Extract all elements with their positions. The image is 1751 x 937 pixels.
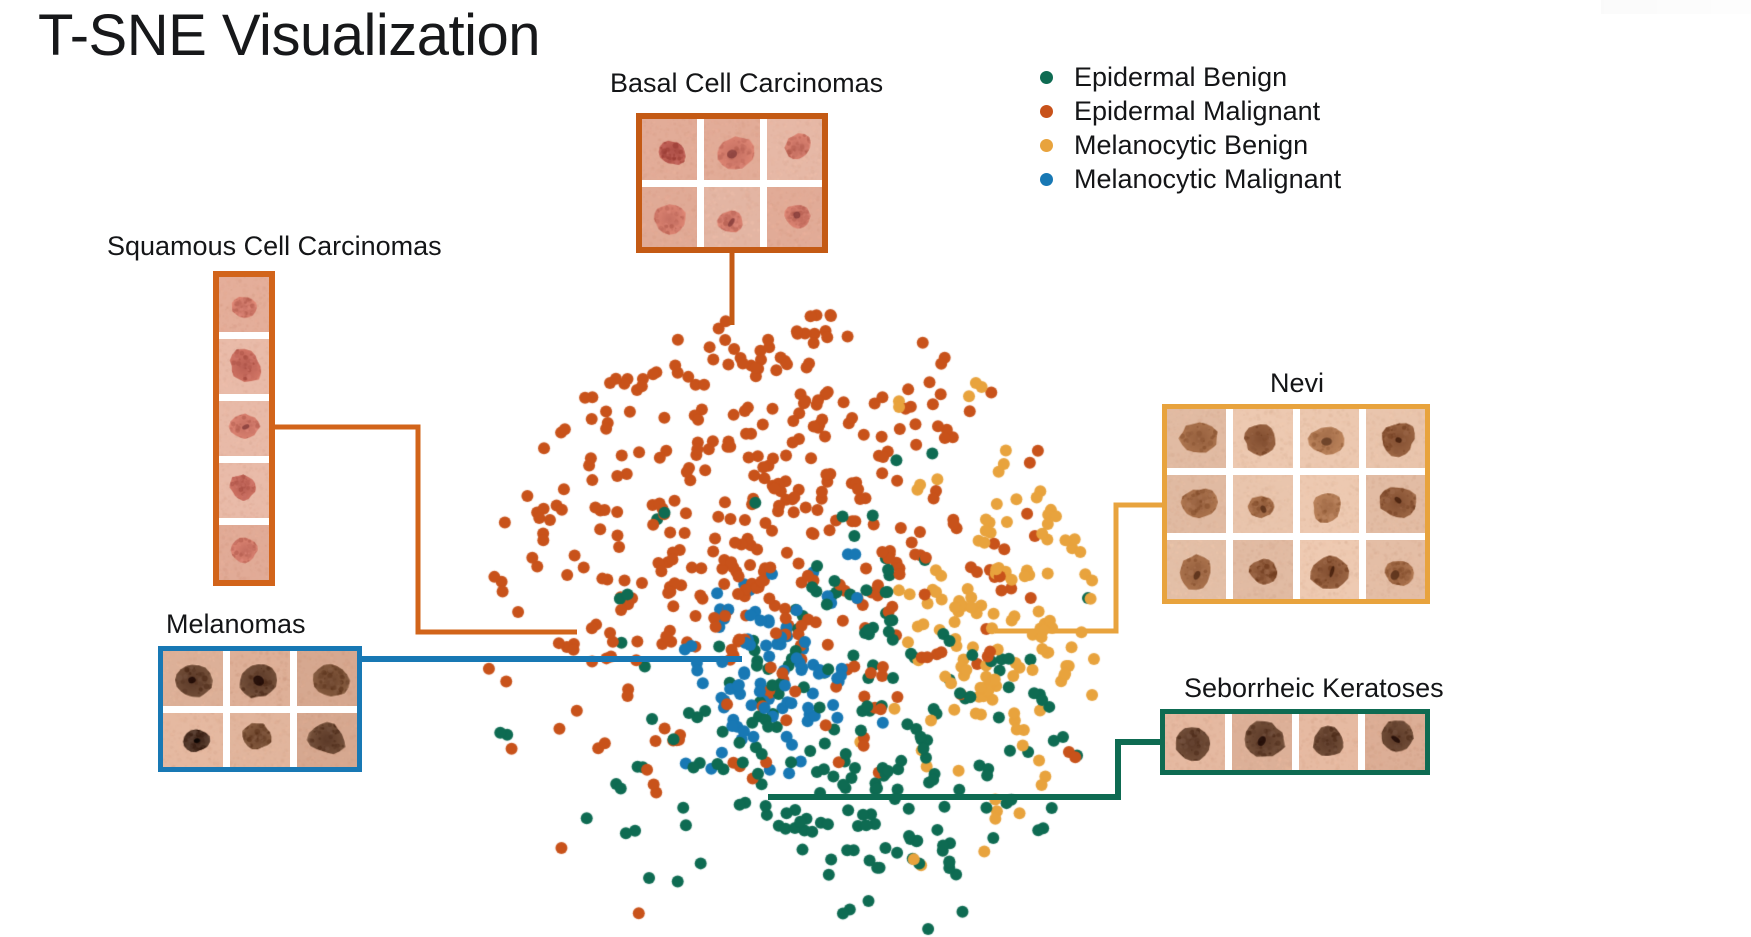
legend: Epidermal Benign Epidermal Malignant Mel…	[1040, 60, 1341, 196]
legend-item-epidermal-malignant[interactable]: Epidermal Malignant	[1040, 94, 1341, 128]
legend-swatch-icon	[1040, 104, 1053, 118]
legend-swatch-icon	[1040, 172, 1053, 186]
legend-item-label: Melanocytic Malignant	[1074, 163, 1342, 194]
thumbnail-image	[1165, 714, 1225, 770]
thumbnail-image	[1233, 474, 1293, 534]
connector-squamous-cell-carcinomas	[275, 424, 577, 635]
thumbnail-image	[1167, 474, 1227, 534]
thumbnail-image	[1365, 540, 1425, 599]
legend-swatch-icon	[1040, 138, 1053, 152]
thumbnail-image	[1299, 409, 1359, 468]
legend-item-label: Epidermal Benign	[1074, 61, 1288, 92]
thumbnail-image	[219, 463, 269, 518]
thumbnail-grid	[642, 119, 822, 247]
callout-thumbnails-basal-cell-carcinomas[interactable]	[636, 113, 828, 253]
connector-nevi	[995, 502, 1162, 634]
thumbnail-image	[230, 712, 290, 767]
thumbnail-image	[1233, 409, 1293, 468]
thumbnail-image	[1299, 474, 1359, 534]
legend-swatch-icon	[1040, 70, 1053, 84]
legend-item-melanocytic-malignant[interactable]: Melanocytic Malignant	[1040, 162, 1341, 196]
thumbnail-image	[1365, 714, 1425, 770]
callout-thumbnails-squamous-cell-carcinomas[interactable]	[213, 271, 275, 586]
thumbnail-image	[163, 712, 223, 767]
thumbnail-image	[219, 277, 269, 332]
thumbnail-image	[230, 651, 290, 706]
thumbnail-grid	[163, 651, 357, 767]
callout-thumbnails-melanomas[interactable]	[158, 646, 362, 772]
callout-label-squamous-cell-carcinomas: Squamous Cell Carcinomas	[107, 231, 442, 261]
thumbnail-image	[642, 119, 698, 180]
callout-label-melanomas: Melanomas	[166, 609, 306, 639]
callout-label-nevi: Nevi	[1270, 368, 1325, 398]
thumbnail-image	[297, 712, 357, 767]
thumbnail-grid	[1167, 409, 1425, 599]
thumbnail-image	[1365, 409, 1425, 468]
thumbnail-image	[1233, 540, 1293, 599]
thumbnail-image	[297, 651, 357, 706]
thumbnail-image	[1298, 714, 1359, 770]
thumbnail-image	[1299, 540, 1359, 599]
capture-artifact	[1601, 0, 1751, 14]
legend-item-epidermal-benign[interactable]: Epidermal Benign	[1040, 60, 1341, 94]
thumbnail-image	[219, 401, 269, 456]
legend-item-melanocytic-benign[interactable]: Melanocytic Benign	[1040, 128, 1341, 162]
thumbnail-image	[1365, 474, 1425, 534]
thumbnail-image	[219, 525, 269, 580]
legend-item-label: Melanocytic Benign	[1074, 129, 1309, 160]
callout-thumbnails-seborrheic-keratoses[interactable]	[1160, 709, 1430, 775]
thumbnail-image	[1231, 714, 1292, 770]
page-title: T-SNE Visualization	[38, 3, 541, 68]
thumbnail-grid	[1165, 714, 1425, 770]
thumbnail-image	[766, 186, 822, 247]
thumbnail-image	[704, 186, 760, 247]
thumbnail-image	[704, 119, 760, 180]
thumbnail-image	[1167, 540, 1227, 599]
callout-thumbnails-nevi[interactable]	[1162, 404, 1430, 604]
thumbnail-image	[1167, 409, 1227, 468]
thumbnail-image	[163, 651, 223, 706]
callout-label-seborrheic-keratoses: Seborrheic Keratoses	[1184, 673, 1444, 703]
thumbnail-image	[642, 186, 698, 247]
thumbnail-image	[219, 339, 269, 394]
legend-item-label: Epidermal Malignant	[1074, 95, 1321, 126]
thumbnail-image	[766, 119, 822, 180]
thumbnail-grid	[219, 277, 269, 580]
callout-label-basal-cell-carcinomas: Basal Cell Carcinomas	[610, 68, 884, 98]
connector-seborrheic-keratoses	[768, 739, 1160, 800]
